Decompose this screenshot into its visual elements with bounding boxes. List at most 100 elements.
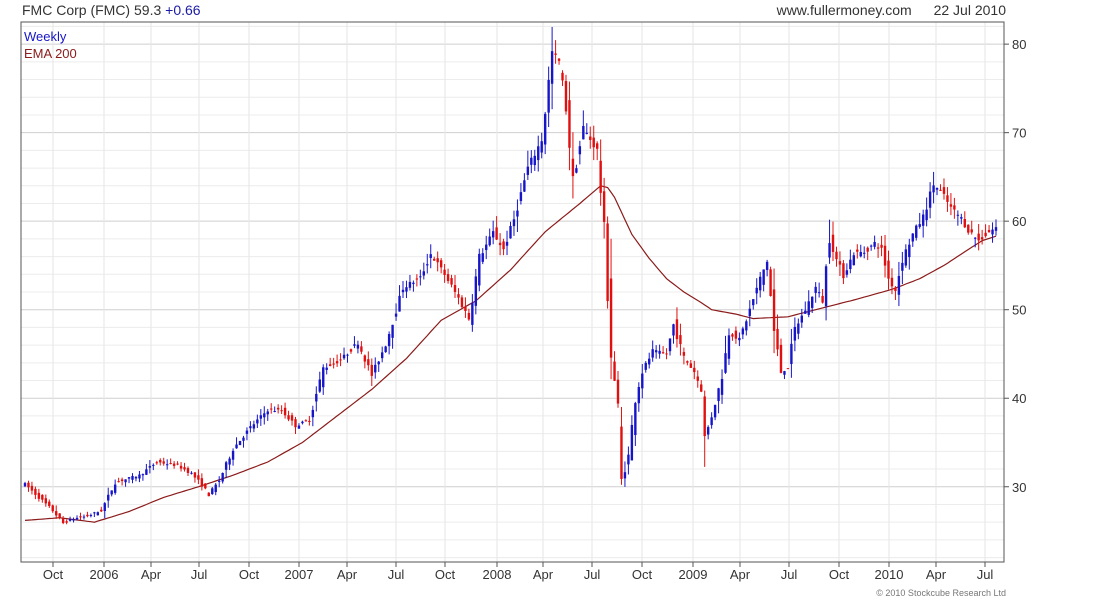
candle-body — [852, 255, 856, 266]
candle-body — [748, 308, 751, 317]
candle-body — [956, 214, 960, 216]
candle-body — [540, 141, 543, 153]
candle-body — [124, 479, 127, 483]
candle-body — [620, 426, 623, 479]
x-tick-label: Oct — [829, 567, 850, 582]
candle-body — [422, 271, 426, 276]
candle-body — [89, 515, 93, 517]
candle-body — [471, 302, 474, 325]
candle-body — [276, 407, 280, 410]
candle-body — [672, 324, 675, 336]
candle-body — [419, 276, 422, 278]
candle-body — [991, 229, 994, 235]
candle-body — [911, 233, 914, 242]
candle-body — [710, 417, 713, 426]
candle-body — [283, 407, 287, 416]
candle-body — [370, 364, 373, 376]
candle-body — [811, 296, 814, 308]
candle-body — [405, 287, 408, 292]
candle-body — [103, 503, 106, 511]
candle-body — [23, 483, 27, 487]
candle-body — [772, 289, 776, 331]
candle-body — [429, 254, 432, 258]
candle-body — [724, 353, 727, 373]
x-tick-label: 2008 — [483, 567, 512, 582]
candle-body — [61, 518, 65, 524]
x-tick-label: Apr — [533, 567, 554, 582]
candle-body — [259, 415, 263, 419]
candle-body — [200, 478, 204, 487]
candle-body — [897, 275, 901, 295]
candle-body — [332, 363, 335, 365]
candle-body — [394, 313, 398, 317]
candle-body — [821, 295, 824, 303]
candle-body — [30, 485, 34, 491]
y-tick-label: 80 — [1012, 37, 1026, 52]
candle-body — [786, 368, 790, 370]
candle-body — [120, 479, 124, 482]
candle-body — [113, 484, 117, 493]
candle-body — [713, 404, 717, 418]
candle-body — [339, 359, 342, 361]
candle-body — [235, 444, 238, 449]
candle-body — [533, 155, 536, 166]
candle-body — [495, 227, 498, 240]
candle-body — [270, 408, 273, 410]
candle-body — [845, 270, 849, 275]
x-tick-label: Oct — [435, 567, 456, 582]
candle-body — [152, 464, 155, 466]
candle-body — [453, 285, 457, 292]
candle-body — [446, 274, 450, 281]
candle-body — [450, 278, 453, 285]
candle-body — [994, 227, 998, 231]
candle-body — [263, 413, 266, 418]
candle-body — [987, 229, 991, 233]
y-tick-label: 50 — [1012, 303, 1026, 318]
candle-body — [675, 319, 679, 340]
candle-body — [197, 475, 200, 480]
candle-body — [155, 462, 158, 464]
candle-body — [543, 113, 547, 145]
candle-body — [433, 258, 436, 261]
candle-body — [308, 420, 311, 422]
candle-body — [824, 266, 828, 307]
candle-body — [488, 236, 491, 246]
candle-body — [82, 516, 86, 518]
candle-body — [304, 420, 308, 422]
candle-body — [107, 494, 110, 501]
candle-body — [55, 511, 58, 516]
candle-body — [68, 519, 72, 521]
candle-body — [93, 512, 96, 514]
x-tick-label: Jul — [191, 567, 208, 582]
candle-body — [96, 512, 100, 516]
candle-body — [44, 498, 48, 504]
candle-body — [873, 241, 876, 247]
candle-body — [973, 237, 977, 239]
candle-body — [925, 209, 928, 221]
candle-body — [831, 234, 835, 252]
x-tick-label: Apr — [337, 567, 358, 582]
candle-body — [439, 260, 443, 268]
candle-body — [51, 505, 54, 512]
candle-body — [942, 187, 946, 194]
candle-body — [294, 419, 297, 428]
candle-body — [335, 361, 339, 364]
x-tick-label: 2007 — [285, 567, 314, 582]
candle-body — [34, 488, 37, 495]
candle-body — [273, 411, 276, 413]
candle-body — [509, 225, 512, 239]
candle-body — [946, 195, 949, 202]
candle-body — [817, 292, 821, 294]
candle-body — [186, 468, 190, 473]
candle-body — [245, 430, 249, 434]
candle-body — [550, 51, 554, 84]
candle-body — [887, 260, 890, 279]
candle-body — [703, 396, 706, 437]
candle-body — [491, 231, 495, 238]
candle-body — [328, 364, 332, 366]
candle-body — [637, 386, 641, 404]
candle-body — [218, 480, 221, 482]
candle-body — [325, 367, 328, 370]
candle-body — [353, 344, 356, 346]
plot-frame — [20, 21, 1005, 563]
